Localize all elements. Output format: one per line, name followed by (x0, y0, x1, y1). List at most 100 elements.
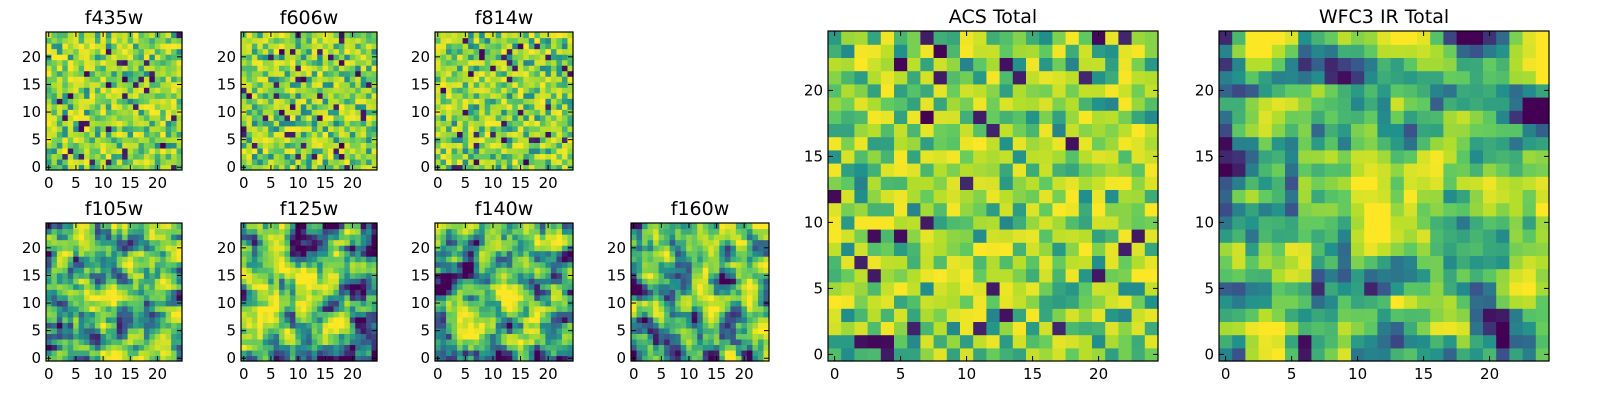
heatmap-cell (311, 234, 318, 241)
heatmap-cell (746, 261, 754, 268)
heatmap-cell (653, 289, 660, 296)
heatmap-cell (78, 65, 85, 72)
heatmap-cell (295, 153, 302, 160)
heatmap-cell (111, 136, 118, 143)
heatmap-cell (89, 322, 96, 329)
heatmap-cell (523, 43, 530, 50)
heatmap-cell (78, 250, 85, 257)
heatmap-cell (1039, 202, 1053, 217)
heatmap-cell (501, 142, 508, 149)
heatmap-cell (73, 87, 80, 94)
heatmap-cell (289, 305, 296, 312)
heatmap-cell (251, 234, 258, 241)
heatmap-cell (495, 109, 502, 116)
heatmap-cell (333, 322, 340, 329)
heatmap-cell (534, 333, 541, 340)
heatmap-cell (251, 70, 258, 77)
heatmap-cell (105, 153, 112, 160)
heatmap-cell (528, 147, 535, 155)
heatmap-cell (84, 311, 91, 318)
heatmap-cell (880, 321, 895, 336)
heatmap-cell (127, 256, 134, 263)
heatmap-cell (89, 103, 96, 110)
heatmap-cell (446, 136, 453, 143)
heatmap-cell (451, 294, 458, 301)
heatmap-cell (999, 149, 1014, 164)
heatmap-cell (246, 92, 253, 99)
heatmap-cell (311, 261, 318, 268)
heatmap-cell (457, 316, 464, 323)
heatmap-cell (501, 327, 508, 334)
heatmap-cell (295, 59, 302, 66)
heatmap-cell (149, 223, 156, 230)
heatmap-cell (311, 349, 318, 357)
heatmap-cell (539, 158, 546, 166)
heatmap-cell (920, 308, 935, 322)
heatmap-cell (523, 234, 530, 241)
heatmap-cell (105, 142, 112, 149)
heatmap-cell (523, 272, 530, 279)
heatmap-cell (539, 92, 546, 99)
heatmap-cell (171, 87, 178, 94)
heatmap-cell (268, 256, 275, 263)
heatmap-cell (127, 87, 134, 94)
heatmap-cell (545, 158, 552, 166)
heatmap-cell (289, 103, 296, 110)
x-tick-label: 10 (289, 174, 308, 192)
heatmap-cell (116, 311, 123, 318)
heatmap-cell (133, 87, 140, 94)
heatmap-cell (501, 164, 508, 171)
heatmap-cell (62, 136, 69, 143)
heatmap-cell (251, 316, 258, 323)
heatmap-cell (268, 289, 275, 296)
heatmap-cell (468, 239, 475, 246)
heatmap-cell (468, 153, 475, 160)
heatmap-cell (446, 164, 453, 171)
heatmap-cell (473, 153, 480, 160)
heatmap-cell (56, 305, 63, 312)
heatmap-cell (457, 109, 464, 116)
heatmap-cell (73, 109, 80, 116)
heatmap-cell (78, 59, 85, 66)
heatmap-cell (691, 300, 698, 307)
heatmap-cell (171, 278, 178, 285)
heatmap-cell (473, 32, 480, 39)
heatmap-cell (360, 120, 367, 127)
heatmap-cell (647, 239, 654, 246)
heatmap-cell (295, 48, 302, 55)
heatmap-cell (355, 136, 362, 143)
heatmap-cell (446, 245, 453, 252)
heatmap-cell (138, 261, 145, 268)
heatmap-cell (165, 338, 172, 346)
heatmap-cell (111, 311, 118, 318)
heatmap-cell (262, 239, 269, 246)
heatmap-cell (111, 338, 118, 346)
heatmap-cell (78, 278, 85, 285)
heatmap-cell (479, 131, 486, 138)
heatmap-cell (636, 261, 643, 268)
heatmap-cell (338, 158, 345, 166)
heatmap-cell (333, 37, 340, 44)
heatmap-cell (1078, 347, 1093, 362)
heatmap-cell (523, 54, 530, 61)
heatmap-cell (550, 311, 558, 318)
heatmap-cell (545, 283, 552, 290)
heatmap-cell (94, 322, 101, 329)
heatmap-cell (669, 311, 676, 318)
heatmap-cell (100, 98, 107, 105)
heatmap-cell (680, 338, 687, 346)
heatmap-cell (279, 153, 286, 160)
heatmap-cell (691, 327, 698, 334)
heatmap-cell (366, 54, 373, 61)
heatmap-cell (122, 92, 129, 99)
heatmap-cell (100, 338, 107, 346)
heatmap-cell (56, 164, 63, 171)
heatmap-cell (273, 70, 280, 77)
heatmap-cell (268, 98, 275, 105)
heatmap-cell (986, 149, 1001, 164)
heatmap-cell (473, 48, 480, 55)
heatmap-cell (446, 153, 453, 160)
heatmap-cell (268, 109, 275, 116)
heatmap-cell (100, 256, 107, 263)
heatmap-cell (669, 349, 676, 357)
